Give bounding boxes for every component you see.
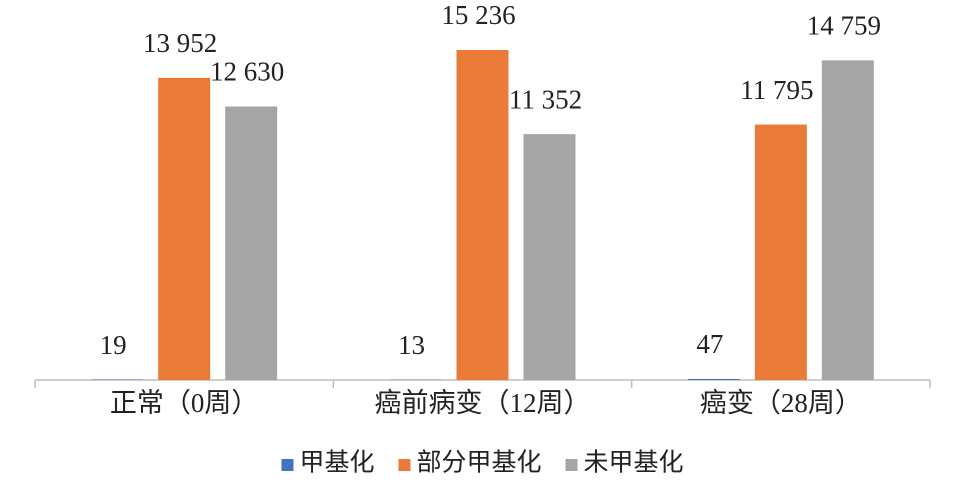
x-tick-label: 癌前病变（12周） (375, 388, 591, 418)
data-label: 14 759 (807, 11, 881, 41)
legend: 甲基化 部分甲基化 未甲基化 (281, 449, 684, 477)
x-tick-label: 正常（0周） (110, 388, 259, 418)
x-tick-label: 癌变（28周） (700, 388, 862, 418)
legend-marker (281, 459, 294, 471)
bar (821, 60, 874, 380)
legend-label: 甲基化 (299, 449, 374, 477)
bar (158, 77, 211, 381)
data-label: 15 236 (441, 0, 515, 30)
bar (523, 134, 576, 380)
legend-marker (398, 459, 411, 471)
data-label: 19 (100, 330, 127, 360)
data-label: 13 952 (143, 28, 217, 58)
legend-label: 部分甲基化 (416, 449, 541, 477)
data-label: 47 (696, 329, 723, 359)
data-label: 11 795 (740, 75, 813, 105)
data-label: 11 352 (509, 84, 582, 114)
bar (687, 378, 740, 380)
data-label: 13 (398, 330, 425, 360)
bar (754, 124, 807, 380)
bar (225, 106, 278, 381)
legend-marker (565, 459, 578, 471)
data-label: 12 630 (210, 57, 284, 87)
bar (456, 50, 509, 381)
legend-label: 未甲基化 (584, 449, 684, 477)
